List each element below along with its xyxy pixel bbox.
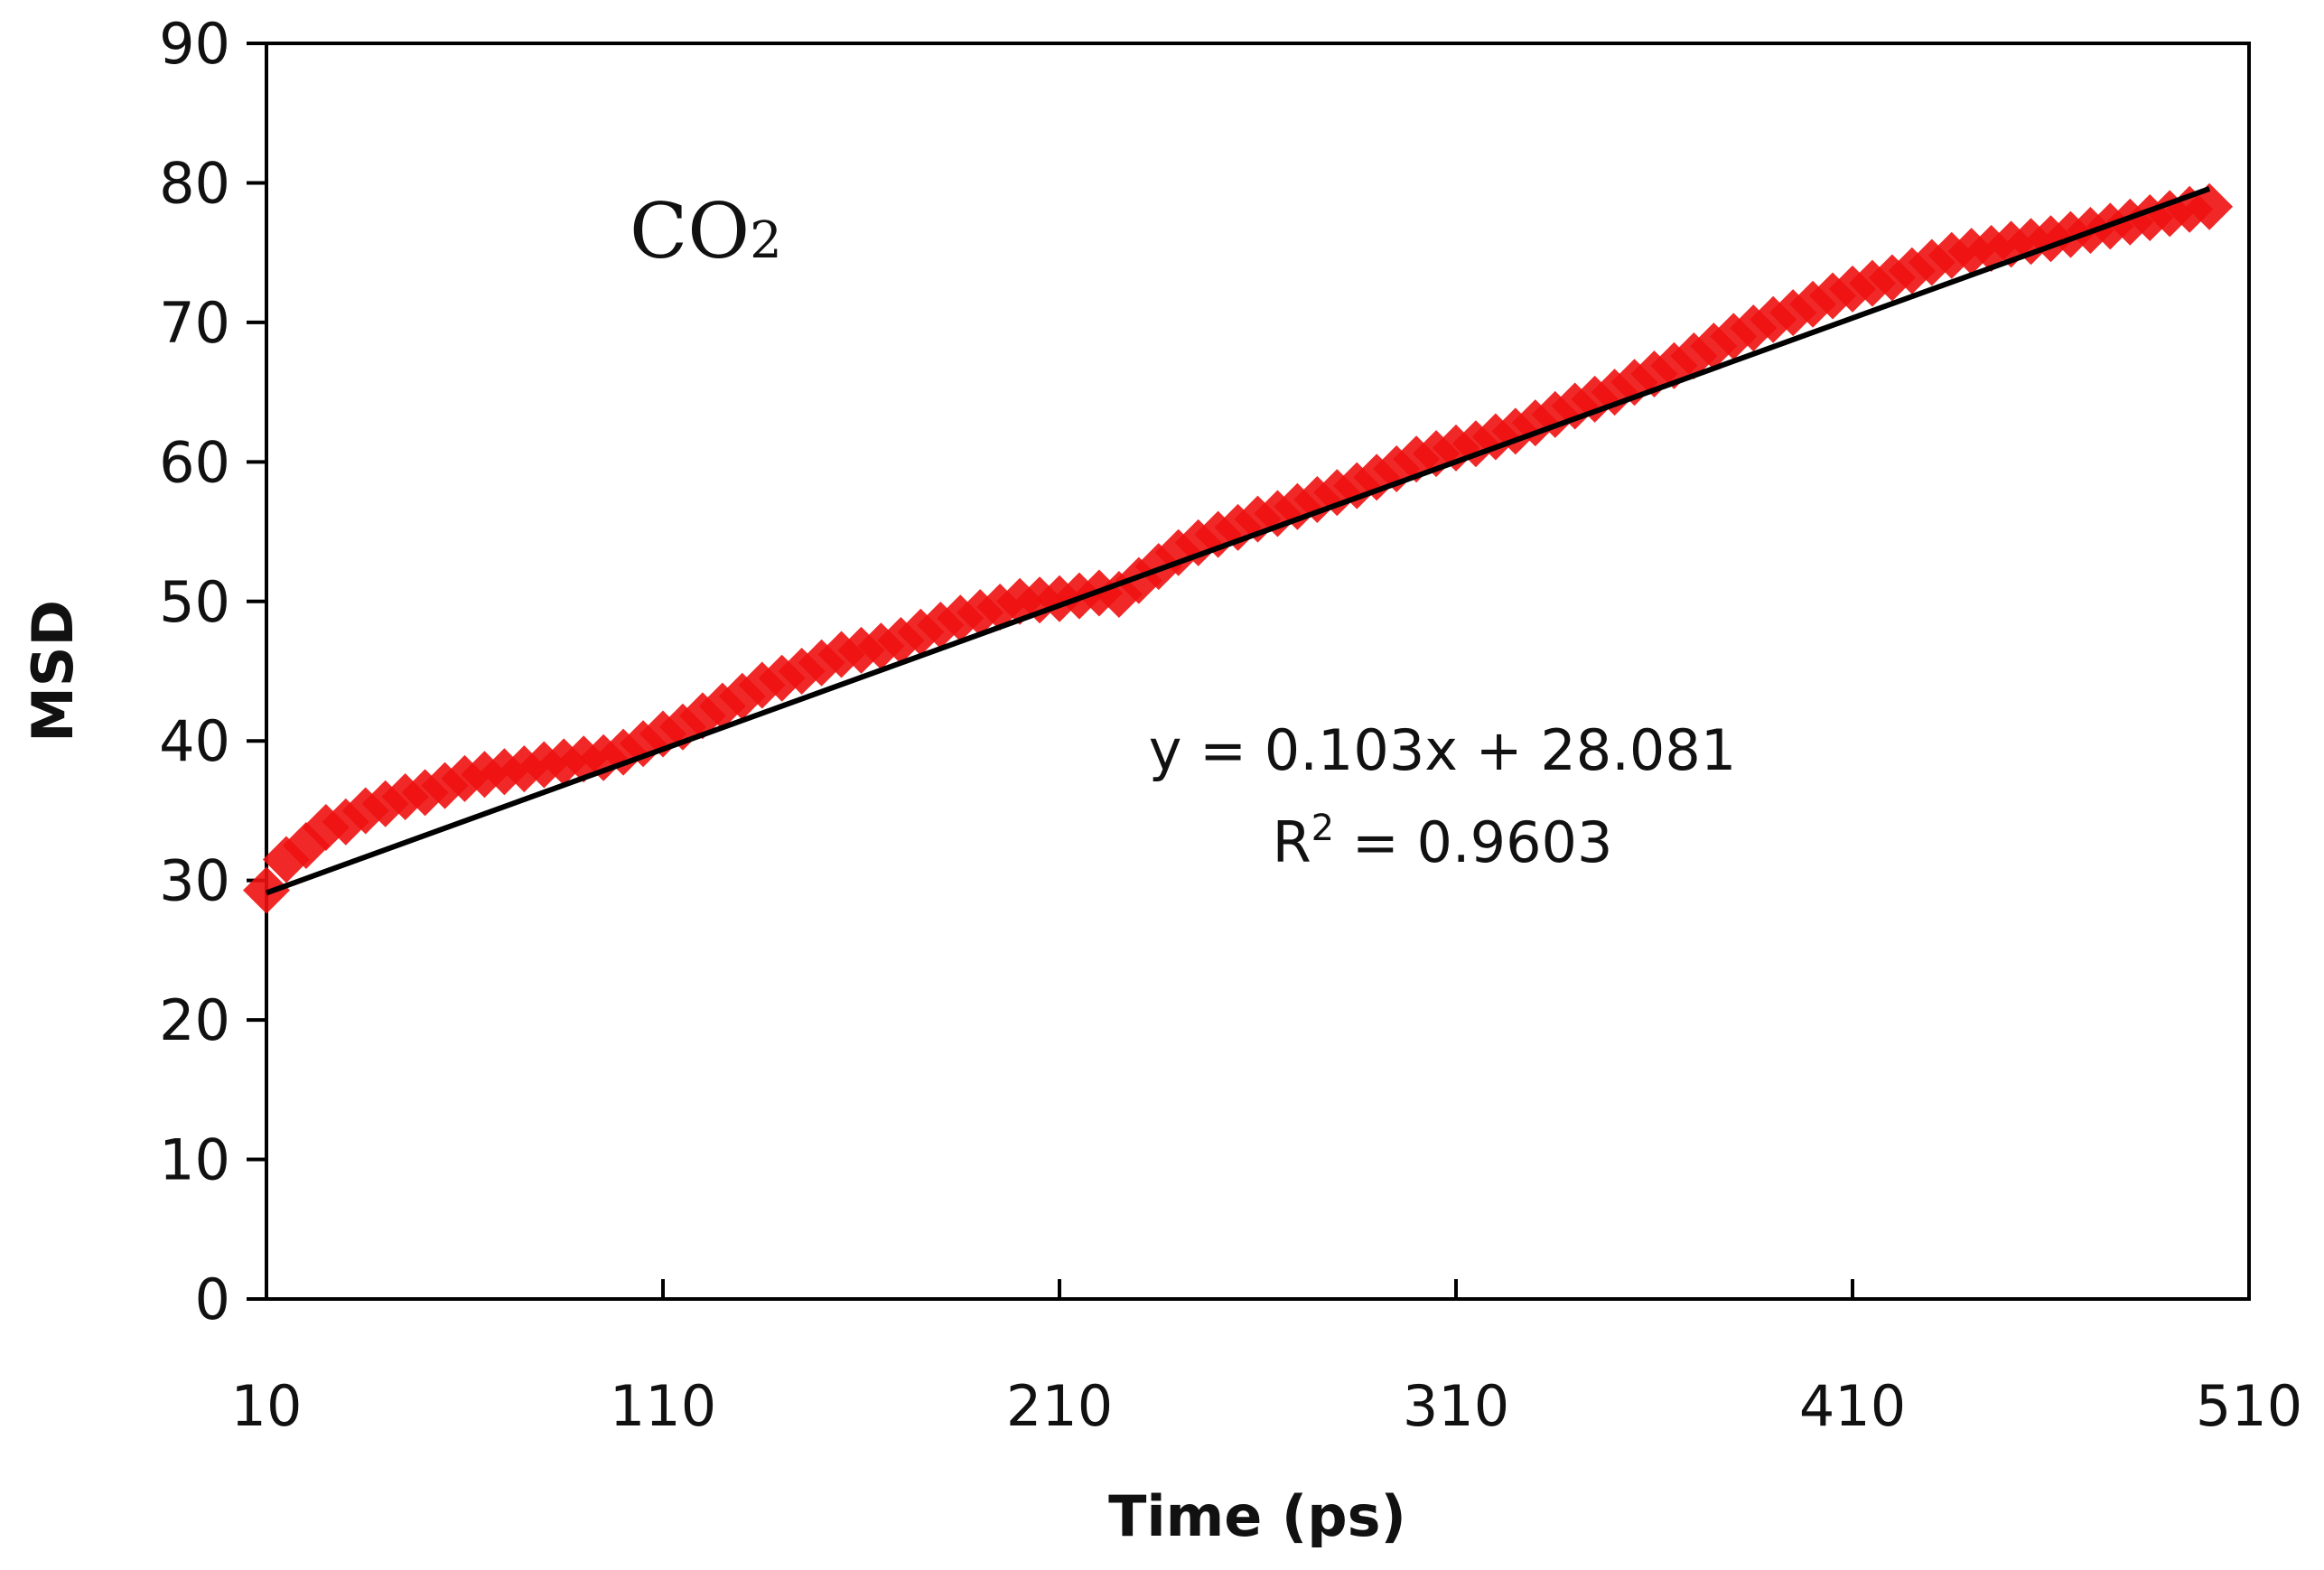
y-tick-label: 0 <box>195 1266 230 1332</box>
r-squared-prefix: R <box>1273 809 1311 875</box>
data-markers <box>243 182 2234 914</box>
y-tick-label: 10 <box>159 1127 230 1193</box>
y-tick-label: 70 <box>159 290 230 356</box>
x-tick-label: 410 <box>1799 1373 1906 1439</box>
data-point <box>2047 210 2095 258</box>
data-point <box>1333 462 1381 509</box>
y-tick-label: 90 <box>159 11 230 77</box>
r-squared-power: 2 <box>1311 808 1334 849</box>
y-tick-label: 20 <box>159 987 230 1053</box>
y-tick-label: 40 <box>159 708 230 774</box>
y-axis: 0 10 20 30 40 50 60 70 80 90 <box>159 11 266 1332</box>
series-label: CO2 <box>630 187 782 276</box>
y-tick-label: 60 <box>159 429 230 495</box>
x-tick-label: 210 <box>1006 1373 1113 1439</box>
y-tick-label: 80 <box>159 150 230 216</box>
y-tick-label: 30 <box>159 848 230 914</box>
plot-frame <box>265 42 2251 1301</box>
y-tick-label: 50 <box>159 569 230 635</box>
trendline <box>265 186 2211 896</box>
x-tick-label: 110 <box>610 1373 716 1439</box>
r-squared-value: = 0.9603 <box>1334 809 1612 875</box>
x-axis: 10 110 210 310 410 510 <box>231 1279 2302 1439</box>
data-point <box>1967 225 2015 273</box>
trendline-equation: y = 0.103x + 28.081 <box>1149 717 1737 783</box>
x-axis-title: Time (ps) <box>1108 1483 1406 1549</box>
series-label-base: CO <box>630 187 750 276</box>
r-squared: R2 = 0.9603 <box>1273 808 1613 875</box>
x-tick-label: 510 <box>2196 1373 2302 1439</box>
x-tick-label: 10 <box>231 1373 303 1439</box>
x-tick-label: 310 <box>1403 1373 1509 1439</box>
y-axis-title: MSD <box>20 600 86 743</box>
series-label-subscript: 2 <box>750 211 782 270</box>
